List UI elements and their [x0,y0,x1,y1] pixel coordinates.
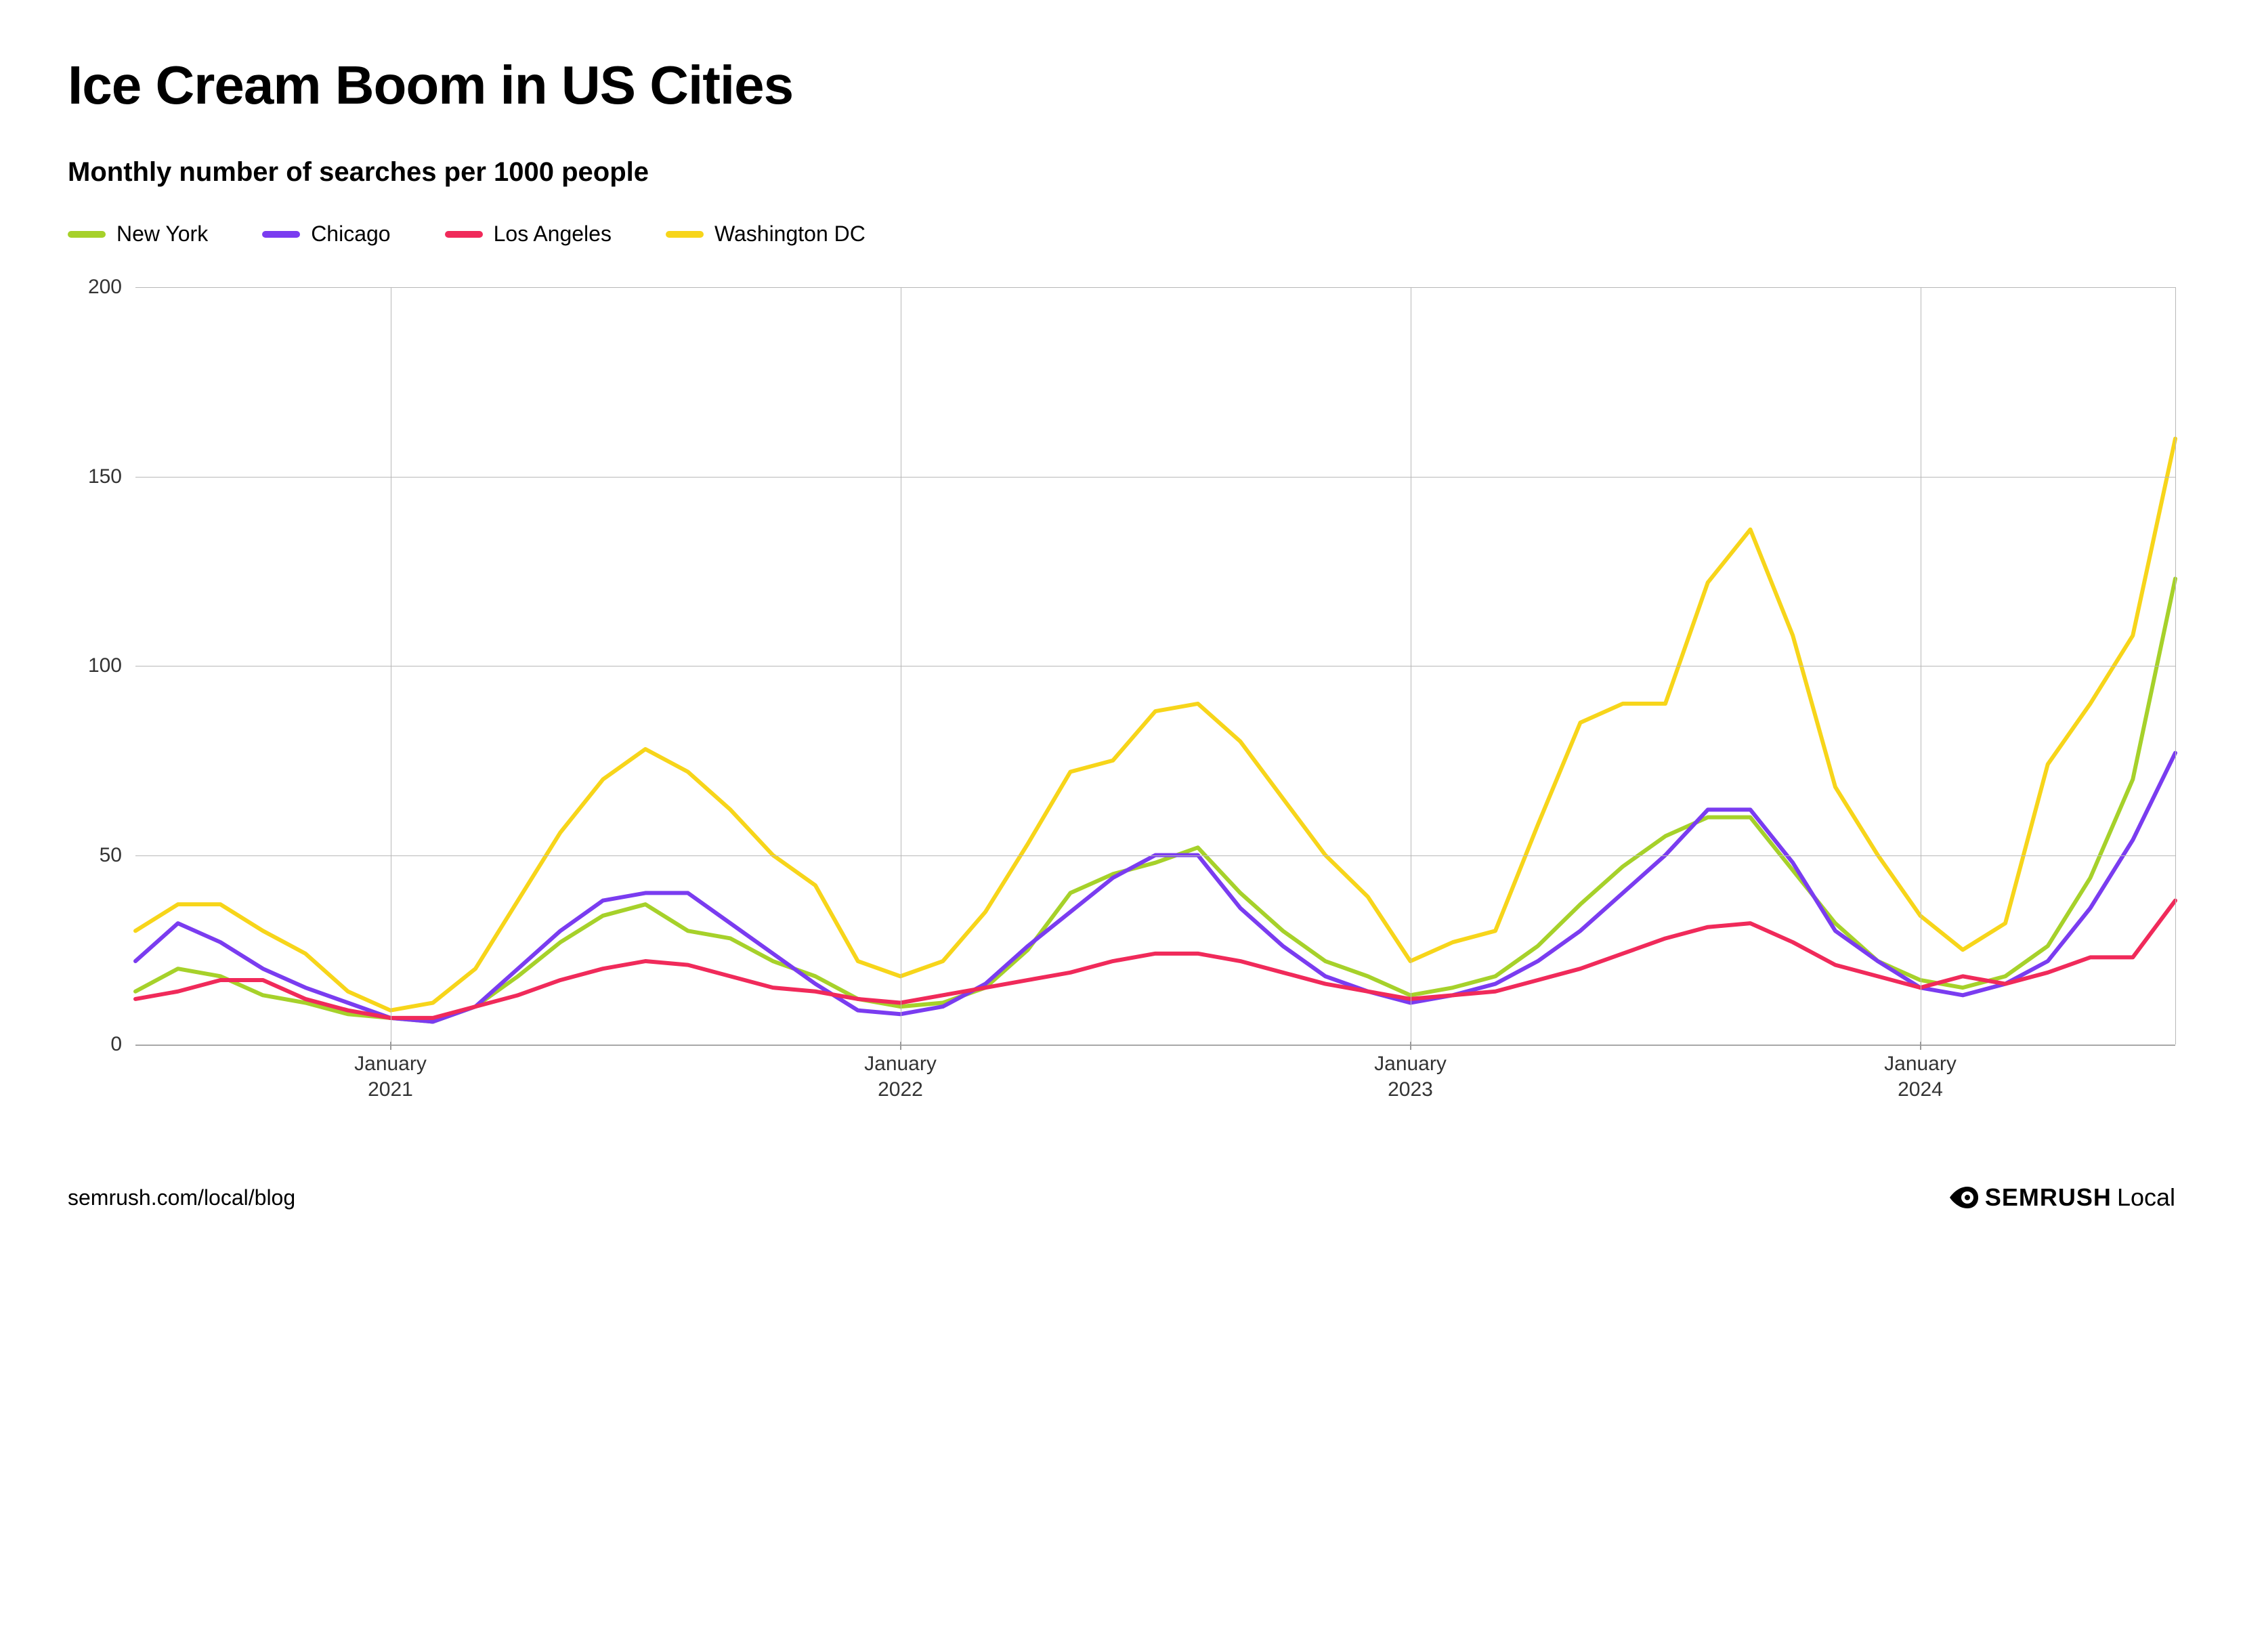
footer-brand: SEMRUSH Local [1947,1181,2175,1214]
legend-swatch [666,231,704,238]
gridline-horizontal [135,287,2175,288]
legend-item: New York [68,221,208,247]
y-tick-label: 150 [88,465,122,488]
legend-swatch [445,231,483,238]
footer: semrush.com/local/blog SEMRUSH Local [68,1181,2175,1214]
x-tick-label: January2024 [1884,1051,1957,1102]
legend-swatch [262,231,300,238]
y-tick-label: 100 [88,654,122,677]
x-tick-mark [390,1042,391,1050]
gridline-vertical [2175,287,2176,1044]
x-tick-label: January2023 [1374,1051,1447,1102]
page-title: Ice Cream Boom in US Cities [68,54,2175,117]
legend-label: New York [116,221,208,247]
series-line [135,901,2175,1018]
legend-label: Washington DC [714,221,866,247]
x-axis: January2021 January2022 January2023 January… [135,1046,2175,1100]
chart-subtitle: Monthly number of searches per 1000 peop… [68,157,2175,188]
y-tick-label: 200 [88,276,122,299]
gridline-horizontal [135,855,2175,856]
brand-name: SEMRUSH [1985,1183,2112,1212]
gridline-horizontal [135,477,2175,478]
legend-item: Washington DC [666,221,866,247]
x-tick-mark [1410,1042,1411,1050]
semrush-icon [1947,1181,1980,1214]
footer-source: semrush.com/local/blog [68,1185,295,1210]
legend: New York Chicago Los Angeles Washington DC [68,221,2175,247]
legend-item: Los Angeles [445,221,612,247]
y-axis [68,287,135,1100]
legend-label: Chicago [311,221,390,247]
x-tick-mark [900,1042,901,1050]
plot-area: 050100150200 [135,287,2175,1046]
x-tick-mark [1920,1042,1921,1050]
x-tick-label: January2021 [354,1051,427,1102]
legend-item: Chicago [262,221,390,247]
y-tick-label: 50 [100,844,122,867]
series-line [135,439,2175,1011]
y-tick-label: 0 [110,1033,122,1056]
legend-label: Los Angeles [494,221,612,247]
brand-suffix: Local [2117,1183,2175,1212]
gridline-horizontal [135,1044,2175,1045]
x-tick-label: January2022 [864,1051,937,1102]
line-chart: 050100150200 January2021January2022Janua… [68,287,2175,1100]
series-line [135,753,2175,1022]
legend-swatch [68,231,106,238]
